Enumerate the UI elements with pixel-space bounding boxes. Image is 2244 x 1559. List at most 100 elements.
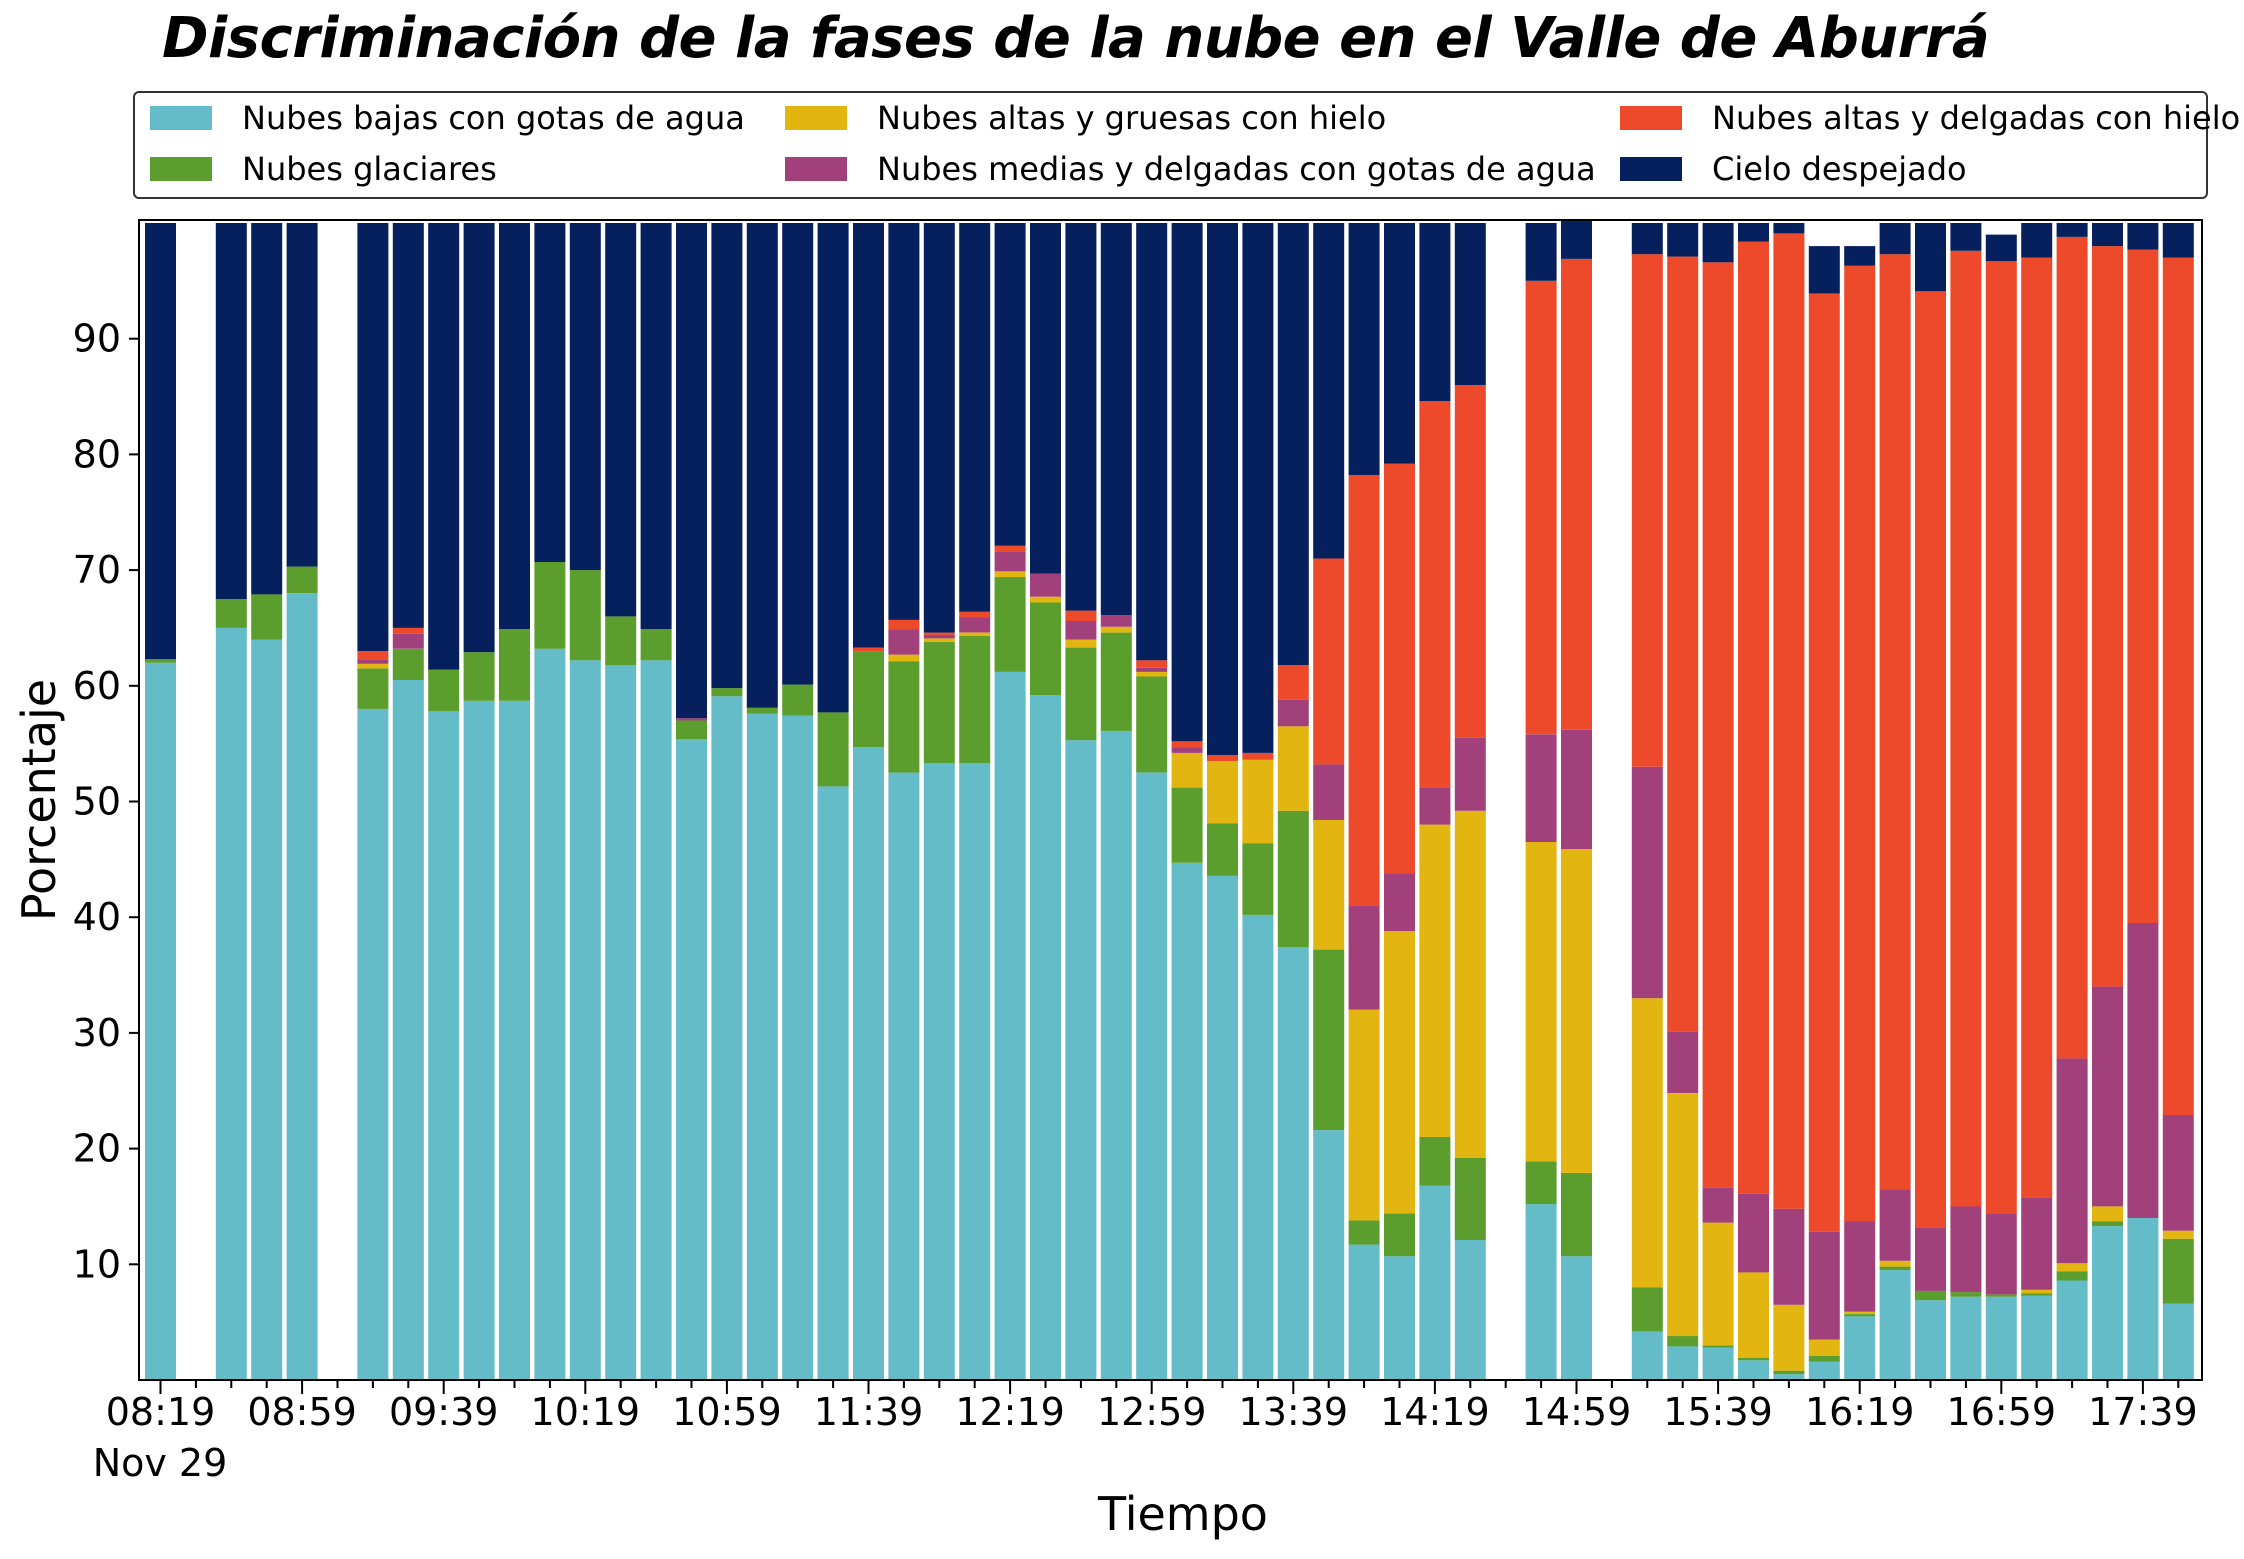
bar-segment xyxy=(1879,1266,1911,1271)
bar-segment xyxy=(2162,1303,2194,1380)
bar-segment xyxy=(1773,223,1805,234)
x-tick-label: 11:39 xyxy=(814,1390,924,1434)
bar-segment xyxy=(1348,905,1380,1010)
legend-item: Cielo despejado xyxy=(1620,149,1967,189)
bar-segment xyxy=(1419,1185,1451,1380)
bar-segment xyxy=(392,633,424,649)
bar-segment xyxy=(1950,250,1982,1207)
legend-swatch xyxy=(150,106,212,130)
bar-segment xyxy=(569,660,601,1380)
y-tick-label: 80 xyxy=(73,432,121,476)
bar-segment xyxy=(746,713,778,1380)
legend-label: Nubes glaciares xyxy=(242,150,497,188)
bar-segment xyxy=(1384,1213,1415,1257)
bar-segment xyxy=(1915,1290,1946,1301)
bar-segment xyxy=(499,629,530,701)
bar-segment xyxy=(2021,1197,2053,1290)
bar-segment xyxy=(888,654,920,662)
bar-segment xyxy=(1313,949,1345,1131)
bar-segment xyxy=(1207,875,1238,1380)
bar-segment xyxy=(2021,1295,2053,1380)
y-tick-label: 20 xyxy=(73,1127,121,1171)
bar-segment xyxy=(2056,236,2088,1059)
bar-segment xyxy=(2021,257,2053,1198)
bar-segment xyxy=(2056,1058,2088,1264)
x-tick-label: 13:39 xyxy=(1239,1390,1349,1434)
bar-segment xyxy=(1313,820,1345,950)
legend-swatch xyxy=(1620,106,1682,130)
bar-segment xyxy=(215,627,247,1380)
bar-segment xyxy=(357,708,389,1380)
bar-segment xyxy=(1738,1272,1769,1358)
bar-segment xyxy=(1773,1370,1805,1375)
bar-segment xyxy=(251,639,283,1380)
bar-segment xyxy=(1808,1361,1840,1380)
bar-segment xyxy=(1384,1256,1415,1380)
bar-segment xyxy=(1561,258,1592,730)
x-tick-label: 14:59 xyxy=(1522,1390,1632,1434)
bar-segment xyxy=(2021,1293,2053,1296)
bar-segment xyxy=(463,223,495,653)
bar-segment xyxy=(1808,293,1840,1232)
bar-segment xyxy=(1030,223,1061,574)
bar-segment xyxy=(676,223,707,719)
bar-segment xyxy=(1030,573,1061,597)
bar-segment xyxy=(1277,726,1309,811)
bar-segment xyxy=(2056,223,2088,237)
bar-segment xyxy=(1667,1346,1699,1380)
y-tick-label: 30 xyxy=(73,1011,121,1055)
bar-segment xyxy=(1313,558,1345,765)
bar-segment xyxy=(1808,246,1840,294)
bar-segment xyxy=(888,772,920,1380)
bar-segment xyxy=(1808,1339,1840,1356)
bar-segment xyxy=(994,571,1026,578)
bar-segment xyxy=(1985,261,2017,1214)
bar-segment xyxy=(1667,1031,1699,1093)
bar-segment xyxy=(888,223,920,620)
bar-segment xyxy=(2092,1206,2123,1222)
bar-segment xyxy=(746,223,778,708)
bar-segment xyxy=(286,566,318,594)
bar-segment xyxy=(1773,1374,1805,1380)
x-tick-label: 16:59 xyxy=(1947,1390,2057,1434)
chart-title: Discriminación de la fases de la nube en… xyxy=(162,6,1990,71)
bar-segment xyxy=(2162,1115,2194,1231)
bar-segment xyxy=(1419,401,1451,788)
x-tick-label: 16:19 xyxy=(1805,1390,1915,1434)
bar-segment xyxy=(1561,1172,1592,1257)
bar-segment xyxy=(1738,1193,1769,1273)
bar-segment xyxy=(357,651,389,660)
bar-segment xyxy=(1384,223,1415,464)
bar-segment xyxy=(1631,254,1663,767)
bar-segment xyxy=(2092,1226,2123,1380)
bar-segment xyxy=(215,223,247,599)
bar-segment xyxy=(145,223,176,660)
bar-segment xyxy=(357,659,389,664)
bar-segment xyxy=(1915,1300,1946,1380)
bar-segment xyxy=(2056,1263,2088,1272)
bar-segment xyxy=(1808,1355,1840,1362)
bar-segment xyxy=(605,665,637,1380)
bar-segment xyxy=(392,680,424,1380)
bar-segment xyxy=(2162,1238,2194,1304)
bar-segment xyxy=(994,577,1026,672)
y-tick-label: 50 xyxy=(73,780,121,824)
bar-segment xyxy=(2092,246,2123,987)
bar-segment xyxy=(1702,1347,1734,1380)
bar-segment xyxy=(2056,1280,2088,1380)
bar-segment xyxy=(286,593,318,1380)
bar-segment xyxy=(2092,1221,2123,1227)
bar-segment xyxy=(640,223,672,630)
bar-segment xyxy=(782,715,814,1380)
bar-segment xyxy=(1773,233,1805,1209)
bar-segment xyxy=(1100,615,1132,627)
bar-segment xyxy=(1277,223,1309,665)
bar-segment xyxy=(676,739,707,1380)
legend-item: Nubes altas y gruesas con hielo xyxy=(785,98,1386,138)
x-tick-label: 08:59 xyxy=(247,1390,357,1434)
bar-segment xyxy=(994,671,1026,1380)
bar-segment xyxy=(1454,385,1486,738)
bar-segment xyxy=(1136,772,1168,1380)
bar-segment xyxy=(145,662,176,1380)
bar-segment xyxy=(1171,223,1203,742)
